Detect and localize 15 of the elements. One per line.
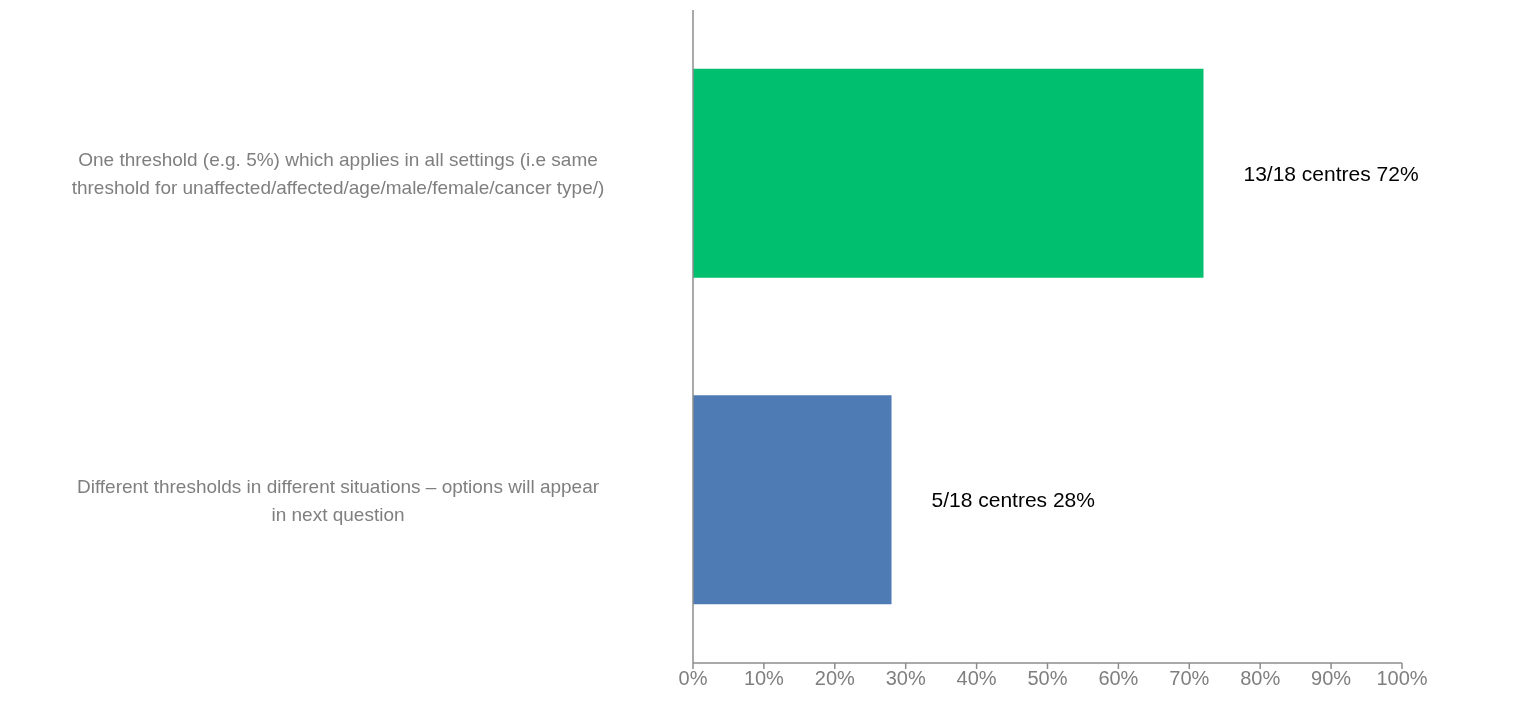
data-label: 13/18 centres 72% [1243,161,1419,185]
y-tick-label: Different thresholds in different situations – options will appear in next question [76,475,600,525]
x-tick-label: 100% [1376,667,1428,690]
data-label: 5/18 centres 28% [931,488,1095,512]
x-tick-label: 30% [885,667,926,690]
x-tick-label: 50% [1027,667,1068,690]
x-tick-label: 10% [743,667,785,690]
x-tick-label: 40% [956,667,997,690]
x-tick-label: 80% [1240,667,1281,690]
y-tick-label: One threshold (e.g. 5%) which applies in all settings (i.e same threshold for unaffected/affected/age/male/female/cancer type/) [71,148,605,198]
x-tick-label: 0% [678,667,708,690]
x-tick-label: 90% [1311,667,1352,690]
x-tick-label: 70% [1169,667,1210,690]
x-tick-label: 20% [814,667,856,690]
x-tick-label: 60% [1098,667,1139,690]
